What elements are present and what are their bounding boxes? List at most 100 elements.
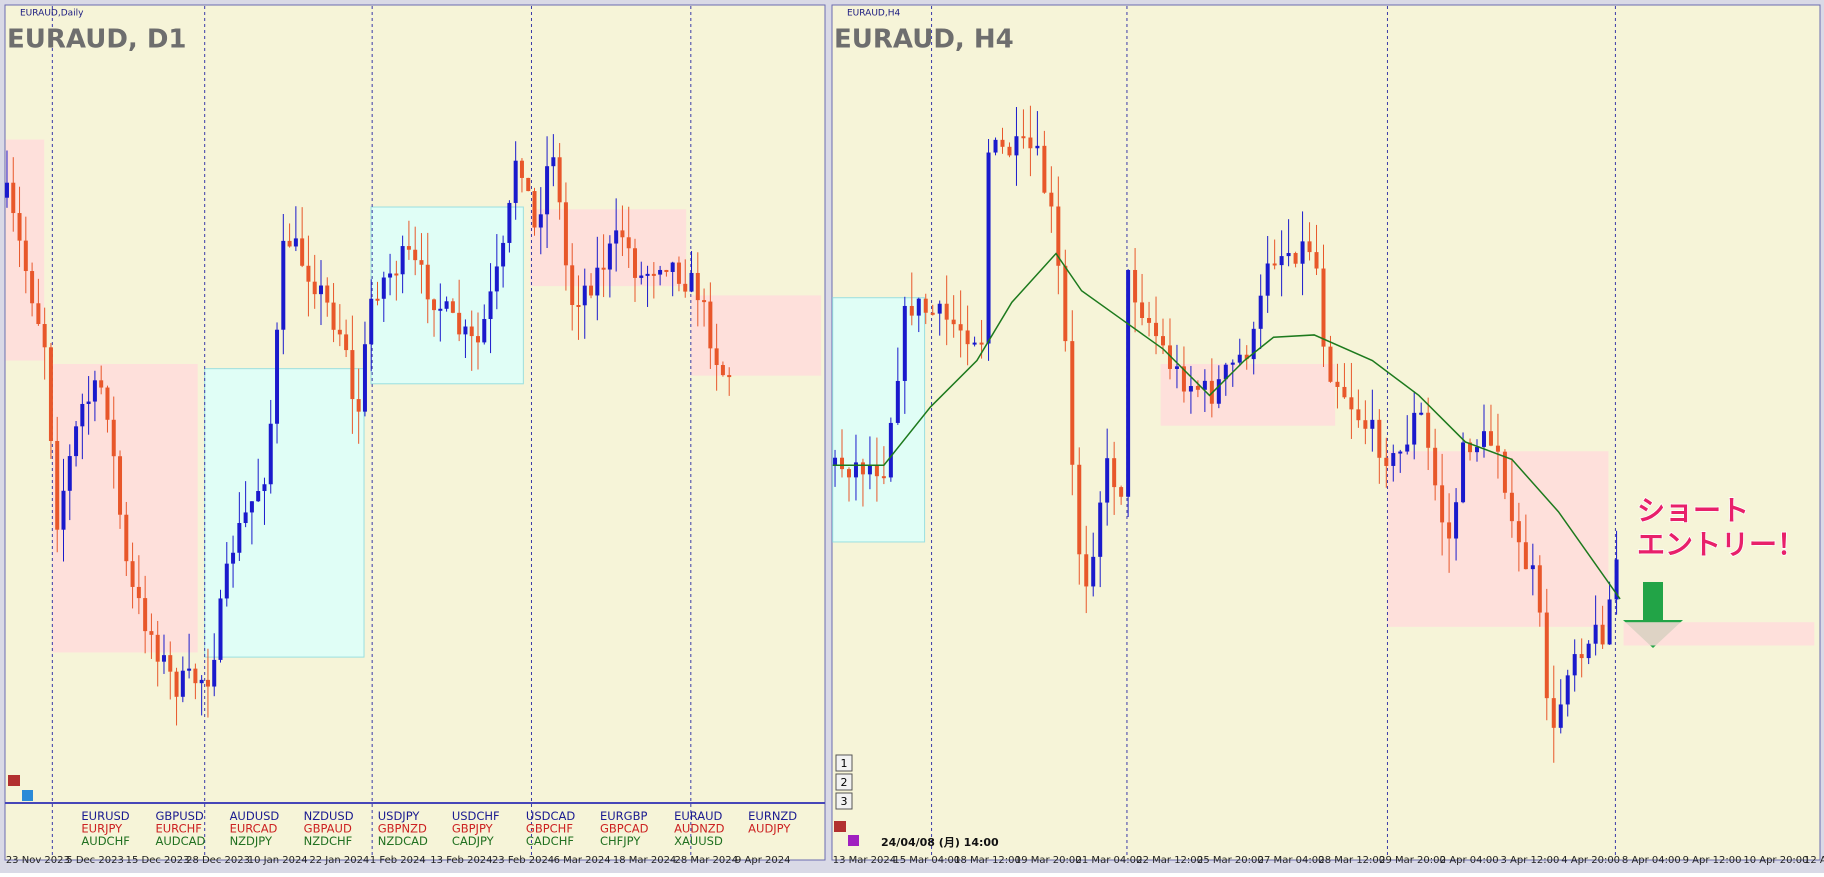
symbol-link[interactable]: GBPCAD bbox=[600, 821, 649, 835]
symbol-link[interactable]: GBPAUD bbox=[304, 821, 352, 835]
symbol-link[interactable]: USDJPY bbox=[378, 809, 421, 823]
symbol-link[interactable]: NZDCHF bbox=[304, 834, 353, 848]
candle-body bbox=[860, 462, 865, 475]
candle-body bbox=[55, 440, 60, 530]
candle-body bbox=[1216, 379, 1221, 404]
candle-body bbox=[1028, 137, 1033, 149]
candle-body bbox=[306, 265, 311, 282]
zone-box bbox=[1623, 622, 1815, 646]
window-button[interactable] bbox=[8, 775, 20, 786]
candle-body bbox=[494, 266, 499, 292]
symbol-link[interactable]: AUDJPY bbox=[748, 821, 791, 835]
candle-body bbox=[1384, 457, 1389, 466]
symbol-link[interactable]: EURCAD bbox=[230, 821, 278, 835]
candle-body bbox=[601, 267, 606, 270]
symbol-link[interactable]: GBPNZD bbox=[378, 821, 427, 835]
symbol-link[interactable]: USDCAD bbox=[526, 809, 575, 823]
symbol-link[interactable]: AUDNZD bbox=[674, 821, 725, 835]
candle-body bbox=[582, 285, 587, 306]
candle-body bbox=[958, 324, 963, 331]
candle-body bbox=[1258, 295, 1263, 329]
zoom-button[interactable] bbox=[835, 792, 853, 810]
candle-body bbox=[388, 273, 393, 278]
candle-body bbox=[538, 214, 543, 228]
candle-body bbox=[1147, 317, 1152, 323]
candle-body bbox=[1447, 522, 1452, 539]
symbol-link[interactable]: EURNZD bbox=[748, 809, 797, 823]
candle-body bbox=[130, 561, 135, 587]
candle-body bbox=[262, 484, 267, 492]
symbol-link[interactable]: CADCHF bbox=[526, 834, 574, 848]
candle-body bbox=[895, 380, 900, 423]
candle-body bbox=[425, 264, 430, 300]
candle-body bbox=[193, 668, 198, 684]
window-button[interactable] bbox=[22, 790, 33, 801]
date-label: 22 Mar 12:00 bbox=[1136, 855, 1203, 866]
candle-body bbox=[325, 285, 330, 303]
symbol-link[interactable]: AUDUSD bbox=[230, 809, 280, 823]
candle-body bbox=[180, 670, 185, 697]
candle-body bbox=[1300, 241, 1305, 264]
candle-body bbox=[1405, 444, 1410, 452]
symbol-link[interactable]: GBPCHF bbox=[526, 821, 573, 835]
candle-body bbox=[1440, 485, 1445, 523]
symbol-link[interactable]: NZDJPY bbox=[230, 834, 273, 848]
candle-body bbox=[1349, 397, 1354, 410]
candle-body bbox=[1495, 445, 1500, 452]
candle-body bbox=[658, 269, 663, 275]
candle-body bbox=[1342, 386, 1347, 398]
date-label: 12 A bbox=[1804, 855, 1824, 866]
date-label: 6 Mar 2024 bbox=[554, 855, 611, 866]
candle-body bbox=[951, 319, 956, 325]
symbol-link[interactable]: EURUSD bbox=[81, 809, 129, 823]
symbol-link[interactable]: EURCHF bbox=[155, 821, 201, 835]
candle-body bbox=[689, 272, 694, 292]
date-label: 10 Apr 20:00 bbox=[1743, 855, 1808, 866]
symbol-link[interactable]: USDCHF bbox=[452, 809, 500, 823]
candle-body bbox=[375, 298, 380, 301]
symbol-link[interactable]: EURAUD bbox=[674, 809, 722, 823]
symbol-link[interactable]: NZDUSD bbox=[304, 809, 354, 823]
candle-body bbox=[1112, 458, 1117, 488]
candle-body bbox=[1600, 624, 1605, 645]
candle-body bbox=[42, 324, 47, 348]
symbol-link[interactable]: NZDCAD bbox=[378, 834, 428, 848]
date-label: 25 Mar 20:00 bbox=[1197, 855, 1264, 866]
candle-body bbox=[727, 375, 732, 378]
symbol-link[interactable]: EURGBP bbox=[600, 809, 647, 823]
candle-body bbox=[187, 668, 192, 671]
symbol-link[interactable]: AUDCHF bbox=[81, 834, 129, 848]
symbol-link[interactable]: XAUUSD bbox=[674, 834, 723, 848]
symbol-link[interactable]: EURJPY bbox=[81, 821, 123, 835]
symbol-link[interactable]: GBPUSD bbox=[155, 809, 203, 823]
symbol-link[interactable]: AUDCAD bbox=[155, 834, 205, 848]
candle-body bbox=[143, 598, 148, 632]
candle-body bbox=[1272, 263, 1277, 266]
candle-body bbox=[356, 399, 361, 412]
symbol-link[interactable]: CADJPY bbox=[452, 834, 495, 848]
window-button[interactable] bbox=[834, 821, 846, 832]
candle-body bbox=[1579, 654, 1584, 659]
candle-body bbox=[469, 326, 474, 337]
symbol-link[interactable]: GBPJPY bbox=[452, 821, 494, 835]
candle-body bbox=[1188, 386, 1193, 392]
date-label: 9 Apr 12:00 bbox=[1683, 855, 1742, 866]
zoom-button[interactable] bbox=[835, 773, 853, 791]
candle-body bbox=[482, 319, 487, 343]
candle-body bbox=[576, 305, 581, 308]
candle-body bbox=[1419, 412, 1424, 415]
window-button[interactable] bbox=[848, 835, 859, 846]
candle-body bbox=[432, 299, 437, 311]
date-label: 9 Apr 2024 bbox=[735, 855, 790, 866]
candle-body bbox=[199, 679, 204, 684]
candle-body bbox=[937, 303, 942, 314]
moving-average bbox=[832, 252, 1621, 600]
zoom-button[interactable] bbox=[835, 754, 853, 772]
candle-body bbox=[394, 273, 399, 276]
symbol-link[interactable]: CHFJPY bbox=[600, 834, 641, 848]
candle-body bbox=[1565, 675, 1570, 705]
candle-body bbox=[406, 246, 411, 250]
candle-body bbox=[136, 586, 141, 599]
candle-body bbox=[86, 401, 91, 404]
